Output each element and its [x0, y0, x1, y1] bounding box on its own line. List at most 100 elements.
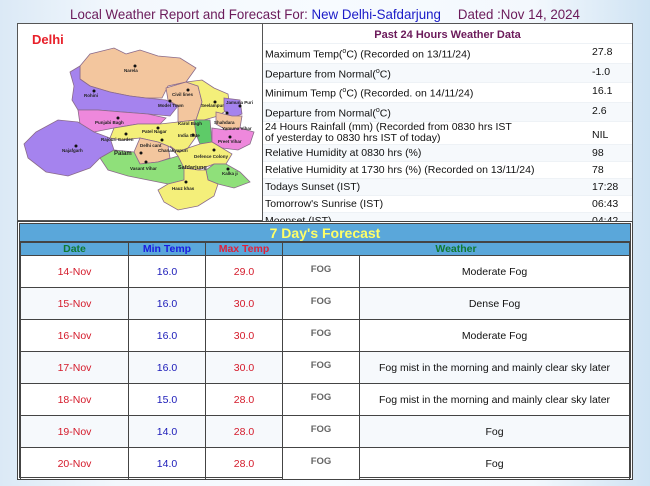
forecast-date: 19-Nov — [20, 415, 129, 448]
svg-text:Rohini: Rohini — [84, 93, 98, 98]
forecast-max: 30.0 — [205, 287, 283, 320]
forecast-date: 18-Nov — [20, 383, 129, 416]
svg-text:Civil lines: Civil lines — [172, 92, 194, 97]
fog-icon: FOG — [282, 447, 360, 480]
svg-text:Karol Bagh: Karol Bagh — [178, 121, 202, 126]
fog-icon: FOG — [282, 351, 360, 384]
forecast-max: 29.0 — [205, 255, 283, 288]
humidity-0830-value: 98 — [592, 147, 604, 159]
forecast-row: 20-Nov 14.0 28.0 FOG Fog — [20, 447, 630, 480]
forecast-max: 30.0 — [205, 319, 283, 352]
sunrise-value: 06:43 — [592, 198, 619, 210]
forecast-date: 15-Nov — [20, 287, 129, 320]
forecast-desc: Fog — [359, 415, 630, 448]
svg-text:Vasant Vihar: Vasant Vihar — [130, 166, 157, 171]
col-min-temp: Min Temp — [128, 242, 206, 256]
delhi-map: Narela Rohini Civil lines Model Town Seela… — [18, 24, 263, 220]
svg-text:Rajouri Garden: Rajouri Garden — [101, 137, 134, 142]
forecast-min: 16.0 — [128, 255, 206, 288]
svg-text:Seelampur: Seelampur — [201, 103, 224, 108]
col-weather: Weather — [282, 242, 630, 256]
min-temp-value: 16.1 — [592, 85, 613, 97]
map-title: Delhi — [32, 32, 64, 47]
svg-text:Punjabi Bagh: Punjabi Bagh — [95, 120, 124, 125]
svg-text:Preet Vihar: Preet Vihar — [218, 139, 242, 144]
delhi-map-image: Narela Rohini Civil lines Model Town Seela… — [23, 47, 255, 211]
svg-text:Chanakyapuri: Chanakyapuri — [158, 148, 188, 153]
past-row-sunset: Todays Sunset (IST) 17:28 — [263, 178, 632, 195]
svg-text:Yamuna Vihar: Yamuna Vihar — [222, 126, 252, 131]
past-row-max-temp: Maximum Temp(oC) (Recorded on 13/11/24) … — [263, 43, 632, 63]
forecast-desc: Moderate Fog — [359, 255, 630, 288]
svg-text:Delhi cant: Delhi cant — [140, 143, 162, 148]
forecast-min: 16.0 — [128, 351, 206, 384]
past-row-humidity-0830: Relative Humidity at 0830 hrs (%) 98 — [263, 144, 632, 161]
svg-text:Narela: Narela — [124, 68, 138, 73]
fog-icon: FOG — [282, 415, 360, 448]
humidity-1730-value: 78 — [592, 164, 604, 176]
forecast-max: 30.0 — [205, 351, 283, 384]
col-max-temp: Max Temp — [205, 242, 283, 256]
past-row-min-temp: Minimum Temp (oC) (Recorded. on 14/11/24… — [263, 82, 632, 102]
forecast-min: 14.0 — [128, 415, 206, 448]
svg-text:Palam: Palam — [114, 151, 132, 157]
svg-text:Safdarjung: Safdarjung — [178, 165, 207, 171]
forecast-panel: 7 Day's Forecast Date Min Temp Max Temp … — [17, 221, 633, 480]
forecast-min: 16.0 — [128, 287, 206, 320]
report-date: Dated :Nov 14, 2024 — [457, 6, 580, 22]
forecast-title: 7 Day's Forecast — [20, 224, 630, 242]
past-row-min-departure: Departure from Normal(oC) 2.6 — [263, 101, 632, 121]
svg-text:Shahdara: Shahdara — [214, 120, 235, 125]
rainfall-value: NIL — [592, 129, 609, 141]
forecast-date: 17-Nov — [20, 351, 129, 384]
forecast-row: 17-Nov 16.0 30.0 FOG Fog mist in the mor… — [20, 351, 630, 384]
past-24h-title: Past 24 Hours Weather Data — [374, 29, 521, 41]
forecast-header-row: Date Min Temp Max Temp Weather — [20, 242, 630, 256]
forecast-row: 14-Nov 16.0 29.0 FOG Moderate Fog — [20, 255, 630, 288]
forecast-table: Date Min Temp Max Temp Weather 14-Nov 16… — [20, 242, 630, 480]
svg-text:Najafgarh: Najafgarh — [62, 148, 83, 153]
fog-icon: FOG — [282, 383, 360, 416]
svg-text:Defence Colony: Defence Colony — [194, 154, 229, 159]
forecast-min: 15.0 — [128, 383, 206, 416]
forecast-row: 18-Nov 15.0 28.0 FOG Fog mist in the mor… — [20, 383, 630, 416]
forecast-max: 28.0 — [205, 447, 283, 480]
svg-text:Patel Nagar: Patel Nagar — [142, 129, 167, 134]
svg-text:India Gate: India Gate — [178, 133, 200, 138]
forecast-desc: Fog mist in the morning and mainly clear… — [359, 351, 630, 384]
fog-icon: FOG — [282, 287, 360, 320]
forecast-desc: Dense Fog — [359, 287, 630, 320]
forecast-desc: Fog — [359, 447, 630, 480]
fog-icon: FOG — [282, 255, 360, 288]
fog-icon: FOG — [282, 319, 360, 352]
max-temp-value: 27.8 — [592, 46, 613, 58]
station-name: New Delhi-Safdarjung — [311, 6, 441, 22]
svg-text:Hauz khas: Hauz khas — [172, 186, 195, 191]
forecast-date: 20-Nov — [20, 447, 129, 480]
forecast-row: 16-Nov 16.0 30.0 FOG Moderate Fog — [20, 319, 630, 352]
past-row-sunrise: Tomorrow's Sunrise (IST) 06:43 — [263, 195, 632, 212]
past-row-humidity-1730: Relative Humidity at 1730 hrs (%) (Recor… — [263, 161, 632, 178]
forecast-row: 19-Nov 14.0 28.0 FOG Fog — [20, 415, 630, 448]
col-date: Date — [20, 242, 129, 256]
forecast-desc: Moderate Fog — [359, 319, 630, 352]
title-prefix: Local Weather Report and Forecast For: — [70, 6, 308, 22]
sunset-value: 17:28 — [592, 181, 619, 193]
forecast-date: 16-Nov — [20, 319, 129, 352]
past-24h-panel: Past 24 Hours Weather Data Maximum Temp(… — [263, 24, 632, 244]
forecast-max: 28.0 — [205, 383, 283, 416]
page-title: Local Weather Report and Forecast For: N… — [16, 6, 634, 22]
forecast-min: 14.0 — [128, 447, 206, 480]
forecast-max: 28.0 — [205, 415, 283, 448]
min-departure-value: 2.6 — [592, 104, 607, 117]
forecast-row: 15-Nov 16.0 30.0 FOG Dense Fog — [20, 287, 630, 320]
past-row-rainfall: 24 Hours Rainfall (mm) (Recorded from 08… — [263, 121, 632, 144]
svg-text:Kalka ji: Kalka ji — [222, 171, 238, 176]
svg-text:Jamuna Puri: Jamuna Puri — [226, 100, 253, 105]
svg-text:Model Town: Model Town — [158, 103, 184, 108]
max-departure-value: -1.0 — [592, 65, 611, 78]
forecast-min: 16.0 — [128, 319, 206, 352]
forecast-desc: Fog mist in the morning and mainly clear… — [359, 383, 630, 416]
forecast-date: 14-Nov — [20, 255, 129, 288]
summary-panel: Narela Rohini Civil lines Model Town Seela… — [17, 23, 633, 244]
